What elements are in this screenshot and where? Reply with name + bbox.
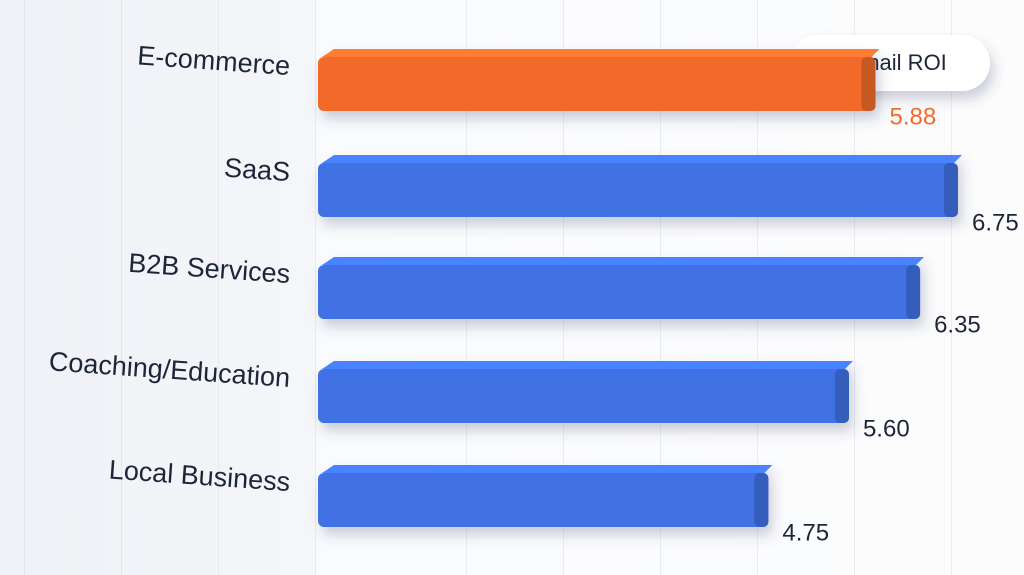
bar: [318, 473, 769, 527]
bar-end: [944, 163, 958, 217]
bar: [318, 57, 876, 111]
bar-top: [322, 155, 962, 163]
bar-group: [318, 257, 925, 319]
bar-group: [318, 361, 853, 423]
bar-end: [834, 369, 849, 423]
bar-top: [322, 361, 853, 369]
value-label: 5.88: [890, 103, 937, 130]
category-label: B2B Services: [127, 248, 291, 289]
bar-top: [322, 465, 773, 473]
bar: [318, 369, 849, 423]
bar-top: [322, 257, 925, 265]
value-label: 5.60: [863, 415, 910, 442]
value-label: 4.75: [782, 519, 829, 546]
category-label: Coaching/Education: [48, 346, 291, 393]
bar: [318, 265, 921, 319]
value-label: 6.35: [934, 311, 981, 338]
category-label: E-commerce: [136, 40, 291, 81]
category-label: Local Business: [108, 454, 291, 497]
bar-end: [754, 473, 769, 527]
bar-group: [318, 465, 773, 527]
bar-end: [861, 57, 876, 111]
category-label: SaaS: [223, 153, 291, 188]
bar-top: [322, 49, 880, 57]
value-label: 6.75: [972, 209, 1019, 236]
bar-end: [906, 265, 921, 319]
bar-group: [318, 49, 880, 111]
bar-group: [318, 155, 962, 217]
bar: [318, 163, 958, 217]
